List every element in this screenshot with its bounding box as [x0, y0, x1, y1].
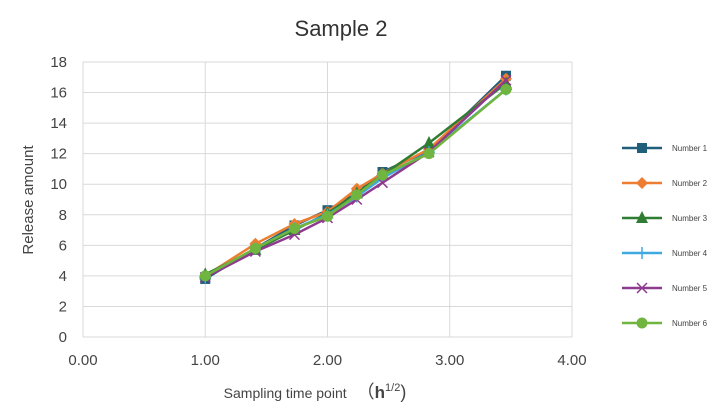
legend-item: Number 2 — [622, 177, 708, 189]
y-axis-label: Release amount — [20, 145, 37, 255]
legend-label: Number 2 — [672, 179, 708, 188]
legend-item: Number 1 — [622, 143, 708, 153]
x-tick-label: 0.00 — [68, 352, 97, 369]
data-point — [288, 223, 300, 235]
legend-label: Number 6 — [672, 319, 708, 328]
legend-marker — [636, 177, 648, 189]
data-point — [249, 242, 261, 254]
y-tick-label: 2 — [59, 298, 67, 315]
x-axis-label-text: Sampling time point — [224, 385, 347, 401]
legend-item: Number 3 — [622, 211, 708, 223]
y-tick-label: 10 — [50, 176, 67, 193]
data-point — [500, 84, 512, 95]
series-5 — [199, 74, 512, 283]
y-tick-label: 4 — [59, 268, 67, 285]
legend-label: Number 5 — [672, 284, 708, 293]
legend-item: Number 6 — [622, 317, 708, 329]
series-line — [204, 77, 507, 277]
series-line — [204, 88, 507, 277]
legend-label: Number 1 — [672, 144, 708, 153]
data-point — [322, 210, 333, 222]
data-point — [351, 189, 363, 201]
y-tick-label: 16 — [50, 85, 67, 102]
y-tick-label: 14 — [50, 115, 67, 132]
y-tick-label: 6 — [59, 237, 67, 254]
data-point — [422, 135, 435, 148]
legend-marker — [636, 211, 648, 223]
x-axis-label: Sampling time point （h1/2) — [224, 382, 407, 402]
chart-title: Sample 2 — [295, 16, 388, 41]
legend-marker — [636, 247, 648, 259]
x-tick-label: 4.00 — [557, 352, 586, 369]
y-tick-label: 18 — [50, 54, 67, 71]
x-tick-label: 1.00 — [191, 352, 220, 369]
legend-label: Number 3 — [672, 214, 708, 223]
data-point — [423, 148, 435, 160]
legend-marker — [636, 317, 648, 329]
x-tick-label: 2.00 — [313, 352, 342, 369]
legend-item: Number 4 — [622, 247, 708, 259]
series-line — [204, 82, 507, 276]
y-tick-label: 0 — [59, 329, 67, 346]
data-point — [500, 74, 512, 86]
legend-item: Number 5 — [622, 282, 708, 294]
x-tick-label: 3.00 — [435, 352, 464, 369]
legend-marker — [637, 143, 647, 153]
x-axis-unit-sup: 1/2 — [385, 382, 400, 394]
series-6 — [199, 84, 512, 282]
data-point — [377, 169, 389, 181]
y-tick-label: 12 — [50, 146, 67, 163]
x-axis-unit: h — [375, 383, 385, 402]
y-tick-label: 8 — [59, 207, 67, 224]
series-2 — [199, 72, 512, 282]
data-point — [199, 270, 211, 282]
legend-label: Number 4 — [672, 249, 708, 258]
legend-marker — [636, 282, 648, 294]
